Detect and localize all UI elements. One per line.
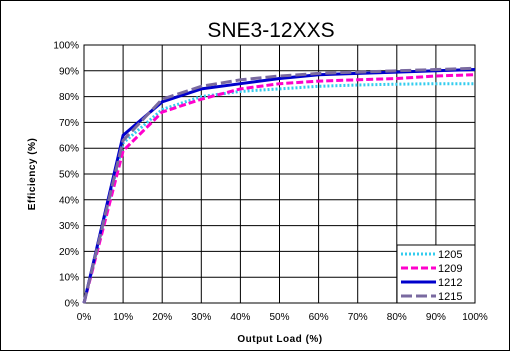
x-tick-labels: 0% 10% 20% 30% 40% 50% 60% 70% 80% 90% 100% xyxy=(77,312,488,323)
series-lines xyxy=(82,66,476,304)
x-tick-label: 70% xyxy=(348,312,368,323)
y-tick-label: 20% xyxy=(59,247,79,258)
x-tick-label: 10% xyxy=(113,312,133,323)
y-tick-label: 90% xyxy=(59,66,79,77)
legend-label-1209: 1209 xyxy=(438,263,462,275)
x-tick-label: 80% xyxy=(387,312,407,323)
legend-label-1215: 1215 xyxy=(438,291,462,303)
legend-label-1212: 1212 xyxy=(438,277,462,289)
y-tick-label: 70% xyxy=(59,118,79,129)
x-tick-label: 60% xyxy=(309,312,329,323)
x-tick-label: 20% xyxy=(152,312,172,323)
y-tick-label: 40% xyxy=(59,195,79,206)
legend: 1205 1209 1212 1215 xyxy=(396,244,476,304)
x-tick-label: 50% xyxy=(269,312,289,323)
x-tick-label: 40% xyxy=(230,312,250,323)
y-tick-label: 100% xyxy=(53,41,79,52)
y-tick-label: 30% xyxy=(59,221,79,232)
chart-title: SNE3-12XXS xyxy=(207,19,334,42)
x-tick-label: 90% xyxy=(426,312,446,323)
legend-label-1205: 1205 xyxy=(438,249,462,261)
x-tick-label: 30% xyxy=(191,312,211,323)
x-tick-label: 0% xyxy=(77,312,92,323)
y-tick-label: 60% xyxy=(59,144,79,155)
y-tick-label: 80% xyxy=(59,92,79,103)
x-axis-label: Output Load (%) xyxy=(237,334,322,345)
series-line-1209 xyxy=(82,73,476,304)
y-axis-label: Efficiency (%) xyxy=(27,138,38,211)
y-tick-labels: 0% 10% 20% 30% 40% 50% 60% 70% 80% 90% 100% xyxy=(53,41,79,310)
y-tick-label: 0% xyxy=(65,299,80,310)
series-line-1215 xyxy=(82,66,476,304)
y-tick-label: 50% xyxy=(59,170,79,181)
legend-box xyxy=(396,244,476,304)
x-tick-label: 100% xyxy=(462,312,488,323)
y-tick-label: 10% xyxy=(59,273,79,284)
